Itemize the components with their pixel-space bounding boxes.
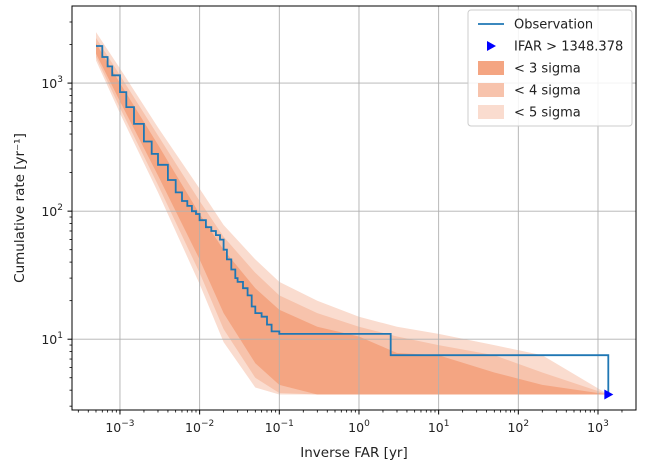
y-tick-label: 101 — [41, 331, 63, 347]
legend-band-swatch — [478, 83, 504, 97]
legend: Observation IFAR > 1348.378 < 3 sigma < 4 s… — [467, 9, 633, 127]
x-axis-label: Inverse FAR [yr] — [300, 445, 408, 461]
x-tick-label: 102 — [507, 419, 529, 435]
legend-entry-label: < 3 sigma — [514, 62, 581, 77]
ifar-marker — [604, 389, 614, 400]
x-tick-label: 101 — [428, 419, 450, 435]
legend-entry-label: < 4 sigma — [514, 84, 581, 99]
y-tick-label: 102 — [41, 203, 63, 219]
x-tick-label: 10−1 — [265, 419, 294, 435]
legend-entry-label: Observation — [514, 18, 593, 33]
x-tick-label: 103 — [587, 419, 609, 435]
y-axis-label: Cumulative rate [yr⁻¹] — [12, 133, 28, 283]
legend-band-swatch — [478, 61, 504, 75]
legend-band-swatch — [478, 105, 504, 119]
observation-line — [96, 45, 610, 395]
band-3-sigma — [96, 43, 609, 395]
legend-frame — [467, 9, 633, 127]
x-tick-label: 10−3 — [105, 419, 134, 435]
axes-frame — [71, 5, 637, 411]
legend-entry-label: < 5 sigma — [514, 106, 581, 121]
y-tick-label: 103 — [41, 75, 63, 91]
x-tick-label: 10−2 — [185, 419, 214, 435]
legend-entry-label: IFAR > 1348.378 — [514, 40, 623, 55]
x-tick-label: 100 — [348, 419, 370, 435]
legend-ifar-swatch — [487, 41, 496, 51]
